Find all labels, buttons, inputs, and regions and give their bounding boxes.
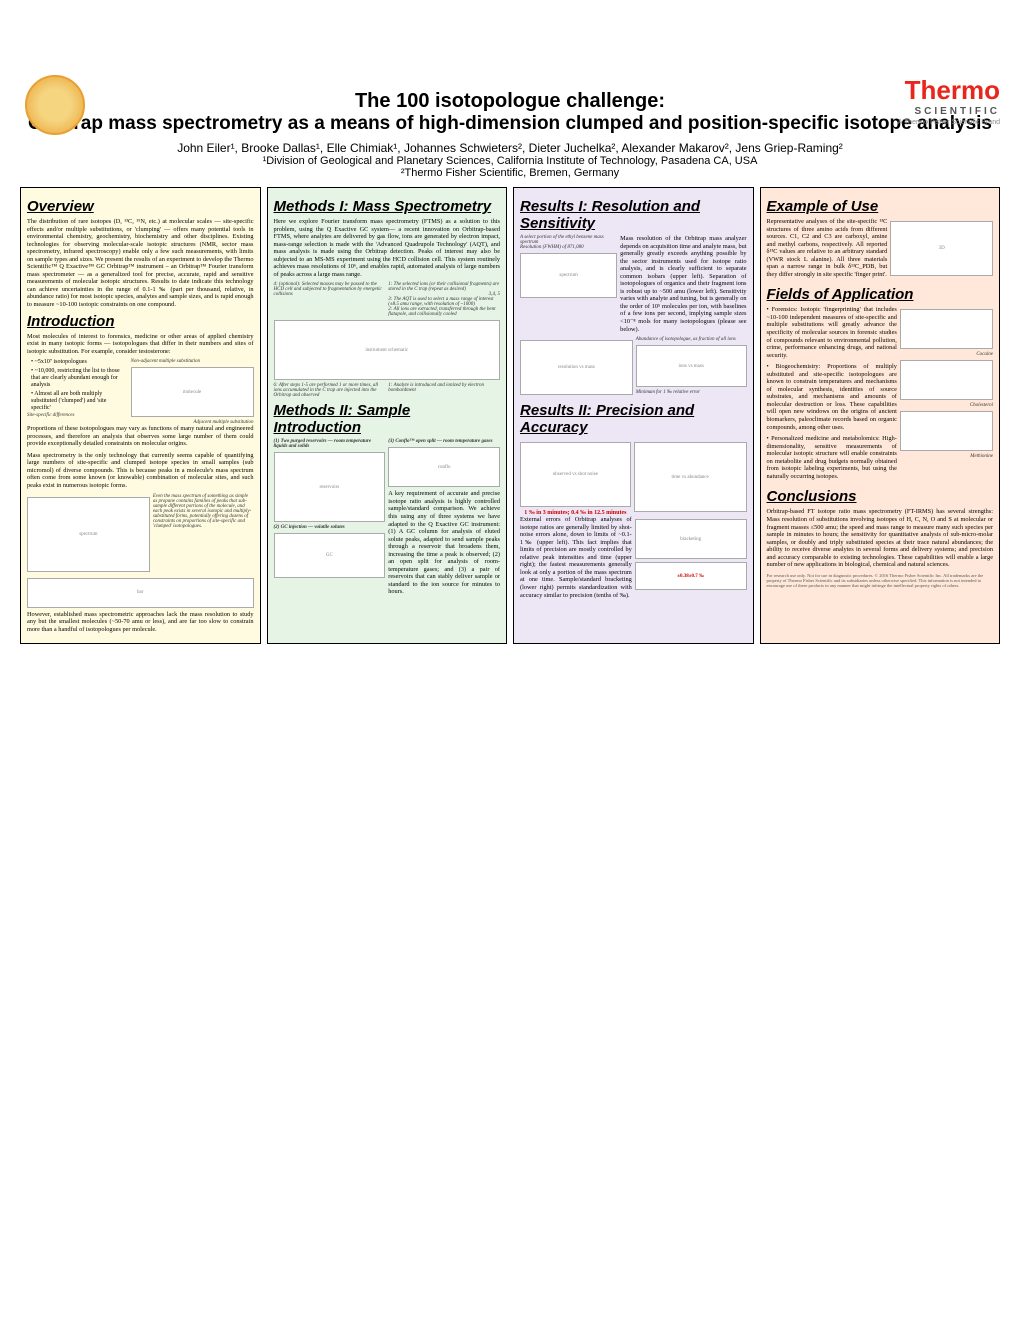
step3-label: 3: The AQT is used to select a mass rang… [388, 297, 500, 307]
title-main: The 100 isotopologue challenge: [20, 90, 1000, 113]
m2-h3: (2) GC injection — volatile solutes [274, 525, 386, 530]
methods2-text: A key requirement of accurate and precis… [388, 490, 500, 596]
err-value: ±0.38±0.7 ‰ [677, 574, 704, 579]
methods2-title: Methods II: Sample Introduction [274, 402, 501, 436]
concl-text: Orbitrap-based FT isotope ratio mass spe… [767, 508, 994, 568]
intro-text2: Proportions of these isotopologues may v… [27, 425, 254, 448]
conflo-diagram-icon: conflo [388, 447, 500, 487]
cocaine-molecule-icon [900, 309, 993, 349]
intro-bullet2: • ~10,000, restricting the list to those… [31, 368, 128, 389]
intro-text3: Mass spectrometry is the only technology… [27, 452, 254, 490]
bar-chart-icon: bar [27, 578, 254, 608]
methods1-title: Methods I: Mass Spectrometry [274, 198, 501, 215]
brand-subtitle: SCIENTIFIC [898, 106, 1000, 117]
m2-h1: (1) Two purged reservoirs — room tempera… [274, 439, 386, 449]
nonadj-label: Non-adjacent multiple substitution [131, 359, 254, 364]
meth-label: Methionine [900, 454, 993, 459]
sensitivity-chart-icon: ions vs mass [636, 345, 747, 387]
reservoir-diagram-icon: reservoirs [274, 452, 386, 522]
fields-b1: • Forensics: Isotopic 'fingerprinting' t… [767, 306, 897, 359]
results1-title: Results I: Resolution and Sensitivity [520, 198, 747, 232]
results2-title: Results II: Precision and Accuracy [520, 402, 747, 436]
bracketing-chart-icon: bracketing [635, 519, 747, 559]
step-last-label: 1: Analyte is introduced and ionized by … [388, 383, 500, 398]
overview-title: Overview [27, 198, 254, 215]
brand-tagline: A Thermo Fisher Scientific Brand [898, 119, 1000, 126]
step5-label: 2: All ions are extracted, transferred t… [388, 307, 500, 317]
title-sub: Orbitrap mass spectrometry as a means of… [20, 113, 1000, 135]
step4-label: 4: (optional): Selected masses may be pa… [274, 282, 386, 297]
concl-title: Conclusions [767, 488, 994, 505]
fields-title: Fields of Application [767, 286, 994, 303]
overview-text: The distribution of rare isotopes (D, ¹³… [27, 218, 254, 309]
affil-2: ²Thermo Fisher Scientific, Bremen, Germa… [20, 167, 1000, 179]
intro-text1: Most molecules of interest to forensics,… [27, 333, 254, 356]
col-example-fields-concl: Example of Use Representative analyses o… [760, 187, 1001, 644]
col-results: Results I: Resolution and Sensitivity A … [513, 187, 754, 644]
footer-disclaimer: For research use only. Not for use in di… [767, 573, 994, 588]
m2-h2: (3) Conflo™ open split — room temperatur… [388, 439, 500, 444]
col-overview-intro: Overview The distribution of rare isotop… [20, 187, 261, 644]
methods1-text: Here we explore Fourier transform mass s… [274, 218, 501, 278]
time-chart-icon: time vs abundance [634, 442, 747, 512]
resolution-chart-icon: resolution vs mass [520, 340, 633, 395]
intro-title: Introduction [27, 313, 254, 330]
poster-page: Thermo SCIENTIFIC A Thermo Fisher Scient… [0, 0, 1020, 664]
samples-chart-icon: ±0.38±0.7 ‰ [635, 562, 747, 590]
cholesterol-molecule-icon [900, 360, 993, 400]
chol-label: Cholesterol [900, 403, 993, 408]
r1-cap1: A select portion of the ethyl benzene ma… [520, 235, 617, 245]
step6-label: 6: After steps 1-5 are performed 1 or mo… [274, 383, 386, 398]
affil-1: ¹Division of Geological and Planetary Sc… [20, 155, 1000, 167]
step1-label: 1: The selected ions (or their collision… [388, 282, 500, 292]
propane-spectrum-icon: spectrum [27, 497, 150, 572]
precision-scatter-icon: observed vs shot noise [520, 442, 631, 507]
example-title: Example of Use [767, 198, 994, 215]
fields-b2: • Biogeochemistry: Proportions of multip… [767, 363, 897, 431]
site-diff-label: Site-specific differences [27, 413, 128, 418]
intro-text4: However, established mass spectrometric … [27, 611, 254, 634]
r1-lbl1: Abundance of isotopologue, as fraction o… [636, 337, 747, 342]
results2-text: External errors of Orbitrap analyses of … [520, 516, 632, 599]
r1-lbl2: Minimum for 1 ‰ relative error [636, 390, 747, 395]
intro-bullet3: • Almost all are both multiply substitut… [31, 391, 128, 412]
amino-3d-chart-icon: 3D [890, 221, 993, 276]
spectrum-chart-icon: spectrum [520, 253, 617, 298]
gc-diagram-icon: GC [274, 533, 386, 578]
caltech-seal-icon [25, 75, 85, 135]
fields-b3: • Personalized medicine and metabolomics… [767, 435, 897, 480]
columns: Overview The distribution of rare isotop… [20, 187, 1000, 644]
r1-cap2: Resolution (FWHM) of 871,080 [520, 245, 617, 250]
header: Thermo SCIENTIFIC A Thermo Fisher Scient… [20, 90, 1000, 179]
methionine-molecule-icon [900, 411, 993, 451]
intro-bullet1: • ~5x10⁷ isotopologues [31, 359, 128, 366]
testosterone-molecule-icon: molecule [131, 367, 254, 417]
thermo-brand: Thermo SCIENTIFIC A Thermo Fisher Scient… [898, 75, 1000, 126]
results1-text: Mass resolution of the Orbitrap mass ana… [620, 235, 746, 333]
propane-caption: Even the mass spectrum of something as s… [153, 494, 254, 575]
col-methods: Methods I: Mass Spectrometry Here we exp… [267, 187, 508, 644]
cocaine-label: Cocaine [900, 352, 993, 357]
orbitrap-schematic-icon: instrument schematic [274, 320, 501, 380]
authors: John Eiler¹, Brooke Dallas¹, Elle Chimia… [20, 141, 1000, 155]
example-text: Representative analyses of the site-spec… [767, 218, 888, 278]
brand-name: Thermo [898, 75, 1000, 106]
